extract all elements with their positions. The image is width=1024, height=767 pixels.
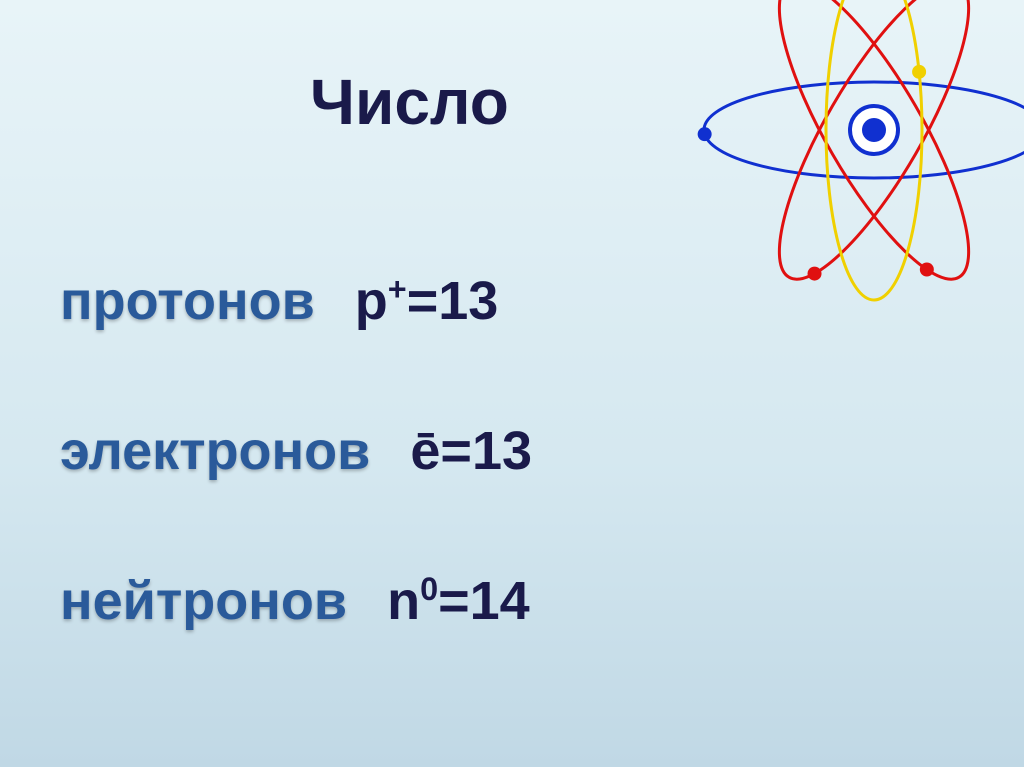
neutrons-line: нейтронов n0=14	[60, 570, 530, 632]
electrons-label: электронов	[60, 420, 370, 482]
protons-line: протонов p+=13	[60, 270, 498, 332]
slide-title: Число	[310, 65, 509, 139]
atom-diagram	[684, 0, 1024, 320]
protons-label: протонов	[60, 270, 315, 332]
neutrons-label: нейтронов	[60, 570, 347, 632]
electrons-line: электронов ē=13	[60, 420, 532, 482]
electrons-value: ē=13	[410, 420, 532, 482]
protons-value: p+=13	[355, 270, 499, 332]
neutrons-value: n0=14	[387, 570, 530, 632]
